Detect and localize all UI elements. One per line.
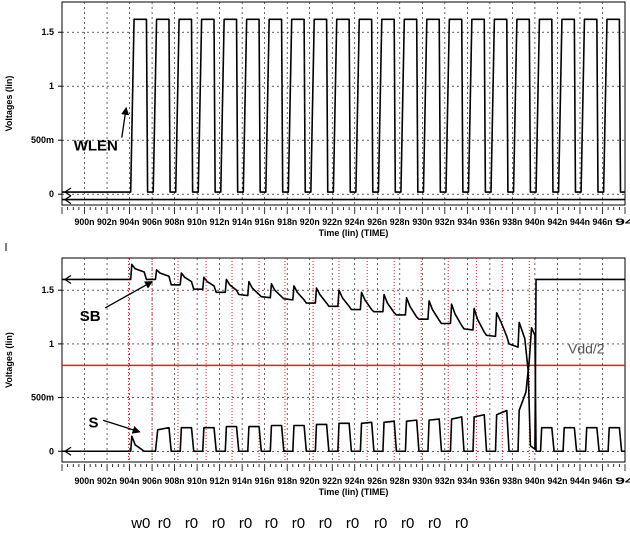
x-tick-label: 924n — [345, 217, 365, 227]
x-tick-label: 932n — [435, 217, 455, 227]
series-start-arrow — [63, 274, 72, 284]
x-tick-label: 910n — [187, 476, 207, 486]
y-tick-label: 1.5 — [41, 285, 54, 295]
operation-label: r0 — [346, 515, 359, 532]
x-tick-label: 900n — [75, 217, 95, 227]
x-tick-label: 902n — [97, 476, 117, 486]
y-tick-label: 1.5 — [41, 27, 54, 37]
x-tick-label: 946n — [592, 217, 612, 227]
series-start-arrow — [63, 195, 72, 205]
x-tick-label: 920n — [300, 476, 320, 486]
x-tick-label: 936n — [480, 476, 500, 486]
series-line-2 — [62, 326, 625, 453]
x-tick-label: 934n — [457, 217, 477, 227]
y-tick-label: 1 — [49, 339, 54, 349]
x-tick-label: 94 — [615, 217, 630, 227]
x-tick-label: 926n — [367, 217, 387, 227]
y-tick-label: 500m — [31, 393, 54, 403]
x-tick-label: 940n — [525, 476, 545, 486]
x-tick-label: 924n — [345, 476, 365, 486]
x-tick-label: 910n — [187, 217, 207, 227]
x-tick-label: 908n — [165, 476, 185, 486]
x-tick-label: 900n — [75, 476, 95, 486]
x-tick-label: 940n — [525, 217, 545, 227]
x-tick-label: 928n — [390, 217, 410, 227]
plot-frame — [61, 257, 626, 463]
x-tick-label: 922n — [322, 217, 342, 227]
operation-label: r0 — [319, 515, 332, 532]
operation-label: r0 — [428, 515, 441, 532]
series-start-arrow — [63, 446, 72, 456]
x-tick-label: 936n — [480, 217, 500, 227]
x-tick-label: 930n — [412, 476, 432, 486]
x-tick-label: 914n — [232, 217, 252, 227]
operation-label: r0 — [292, 515, 305, 532]
operation-label: r0 — [185, 515, 198, 532]
operation-label: r0 — [401, 515, 414, 532]
x-axis-label: Time (lin) (TIME) — [319, 228, 389, 238]
annotation-label: WLEN — [74, 138, 118, 155]
x-tick-label: 930n — [412, 217, 432, 227]
reference-line-label: Vdd/2 — [568, 340, 605, 356]
x-tick-label: 918n — [277, 476, 297, 486]
x-tick-label: 942n — [547, 476, 567, 486]
x-tick-label: 944n — [570, 217, 590, 227]
panel-1: 0 500m 1 1.5 900n 902n 904n 906n 908n 910n 912n 914… — [4, 1, 630, 238]
x-tick-label: 916n — [255, 217, 275, 227]
x-tick-label: 906n — [142, 476, 162, 486]
x-tick-label: 914n — [232, 476, 252, 486]
x-tick-label: 912n — [210, 476, 230, 486]
x-tick-label: 94 — [615, 476, 630, 486]
x-tick-label: 912n — [210, 217, 230, 227]
y-tick-label: 0 — [49, 189, 54, 199]
operation-label: r0 — [212, 515, 225, 532]
annotation-arrow — [121, 106, 130, 138]
x-tick-label: 944n — [570, 476, 590, 486]
series-start-arrow — [63, 187, 72, 197]
x-tick-label: 928n — [390, 476, 410, 486]
operation-label: w0 — [130, 515, 150, 532]
annotation-arrow — [102, 419, 141, 434]
operation-label: r0 — [158, 515, 171, 532]
annotation-label: SB — [80, 308, 101, 325]
x-tick-label: 906n — [142, 217, 162, 227]
series-line-1 — [62, 263, 625, 450]
x-tick-label: 946n — [592, 476, 612, 486]
plot-frame — [61, 1, 626, 206]
x-axis-label: Time (lin) (TIME) — [319, 487, 389, 497]
x-tick-label: 918n — [277, 217, 297, 227]
series-line-1 — [62, 18, 625, 193]
y-tick-label: 1 — [49, 81, 54, 91]
y-tick-label: 500m — [31, 135, 54, 145]
y-axis-label: Voltages (lin) — [4, 76, 14, 132]
operation-label: r0 — [239, 515, 252, 532]
x-tick-label: 934n — [457, 476, 477, 486]
annotation-label: S — [89, 414, 99, 431]
x-tick-label: 908n — [165, 217, 185, 227]
x-tick-label: 926n — [367, 476, 387, 486]
x-tick-label: 920n — [300, 217, 320, 227]
operation-label: r0 — [374, 515, 387, 532]
y-tick-label: 0 — [49, 446, 54, 456]
x-tick-label: 942n — [547, 217, 567, 227]
x-tick-label: 938n — [502, 476, 522, 486]
x-tick-label: 902n — [97, 217, 117, 227]
annotation-arrow — [104, 281, 153, 309]
x-tick-label: 904n — [120, 476, 140, 486]
x-tick-label: 922n — [322, 476, 342, 486]
operation-label: r0 — [455, 515, 468, 532]
y-axis-label: Voltages (lin) — [4, 332, 14, 388]
x-tick-label: 916n — [255, 476, 275, 486]
x-tick-label: 904n — [120, 217, 140, 227]
operation-label: r0 — [265, 515, 278, 532]
x-tick-label: 932n — [435, 476, 455, 486]
x-tick-label: 938n — [502, 217, 522, 227]
